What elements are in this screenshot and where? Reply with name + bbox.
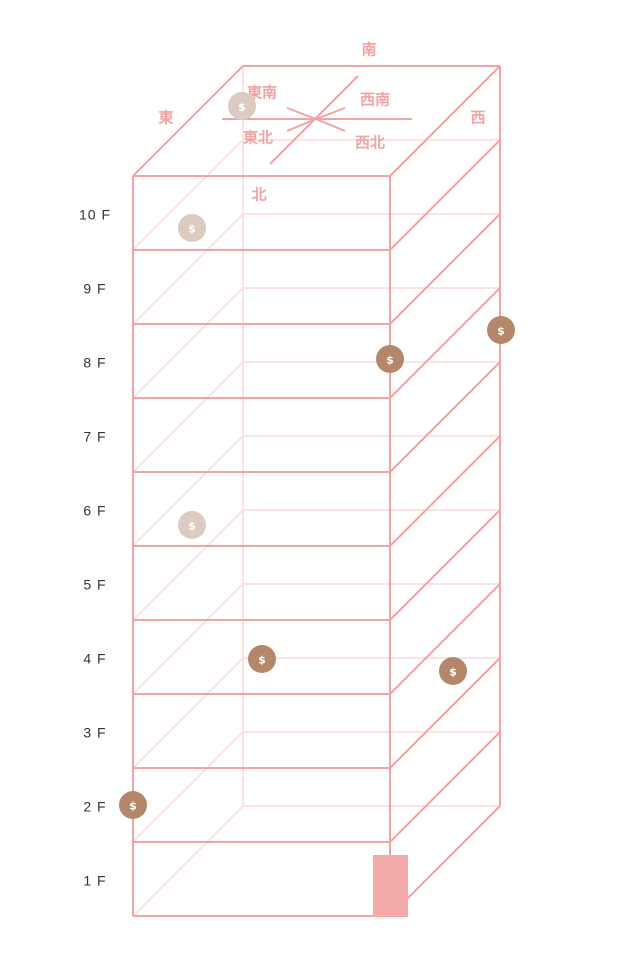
direction-south: 南 [361, 41, 376, 59]
floor-left-diagonal [132, 361, 244, 473]
entrance-door [373, 855, 408, 917]
compass-diagonal-line [315, 107, 346, 120]
floor-right-diagonal [389, 435, 501, 547]
coin-icon: $ [487, 316, 515, 344]
floor-left-diagonal [132, 583, 244, 695]
coin-symbol: $ [238, 101, 246, 114]
coin-icon: $ [178, 511, 206, 539]
floor-right-diagonal [389, 213, 501, 325]
coin-icon: $ [119, 791, 147, 819]
floor-label: 9 F [83, 281, 106, 297]
coin-symbol: $ [188, 223, 196, 236]
floor-right-diagonal [389, 805, 501, 917]
direction-north: 北 [251, 186, 266, 204]
roof-left-edge [132, 65, 244, 177]
floor-right-diagonal [389, 65, 501, 177]
floor-right-diagonal [389, 139, 501, 251]
floor-right-diagonal [389, 287, 501, 399]
floor-label: 8 F [83, 355, 106, 371]
coin-symbol: $ [258, 654, 266, 667]
direction-southwest: 西南 [360, 91, 390, 109]
coin-symbol: $ [188, 520, 196, 533]
floor-label: 10 F [79, 207, 111, 223]
floor-label: 7 F [83, 429, 106, 445]
floor-left-diagonal [132, 287, 244, 399]
direction-west: 西 [470, 109, 485, 127]
floor-right-diagonal [389, 731, 501, 843]
floor-left-diagonal [132, 139, 244, 251]
compass-rose [222, 75, 412, 165]
floor-right-diagonal [389, 509, 501, 621]
floor-label: 6 F [83, 503, 106, 519]
coin-icon: $ [178, 214, 206, 242]
floor-left-diagonal [132, 435, 244, 547]
floor-left-diagonal [132, 213, 244, 325]
floor-left-diagonal [132, 509, 244, 621]
coin-symbol: $ [497, 325, 505, 338]
floor-label: 2 F [83, 799, 106, 815]
compass-diagonal-line [315, 118, 346, 132]
compass-diagonal-line [286, 107, 317, 120]
floor-label: 5 F [83, 577, 106, 593]
compass-diagonal-line [286, 118, 317, 132]
direction-northeast: 東北 [243, 129, 273, 147]
direction-northwest: 西北 [355, 134, 385, 152]
coin-icon: $ [376, 345, 404, 373]
coin-symbol: $ [129, 800, 137, 813]
floor-label: 3 F [83, 725, 106, 741]
coin-symbol: $ [386, 354, 394, 367]
floor-right-diagonal [389, 361, 501, 473]
direction-southeast: 東南 [247, 84, 277, 102]
coin-icon: $ [228, 92, 256, 120]
coin-icon: $ [248, 645, 276, 673]
floor-right-diagonal [389, 583, 501, 695]
coin-icon: $ [439, 657, 467, 685]
floor-label: 4 F [83, 651, 106, 667]
direction-east: 東 [158, 109, 173, 127]
floor-left-diagonal [132, 731, 244, 843]
floor-label: 1 F [83, 873, 106, 889]
floor-left-diagonal [132, 657, 244, 769]
floor-right-diagonal [389, 657, 501, 769]
coin-symbol: $ [449, 666, 457, 679]
floor-left-diagonal [132, 805, 244, 917]
